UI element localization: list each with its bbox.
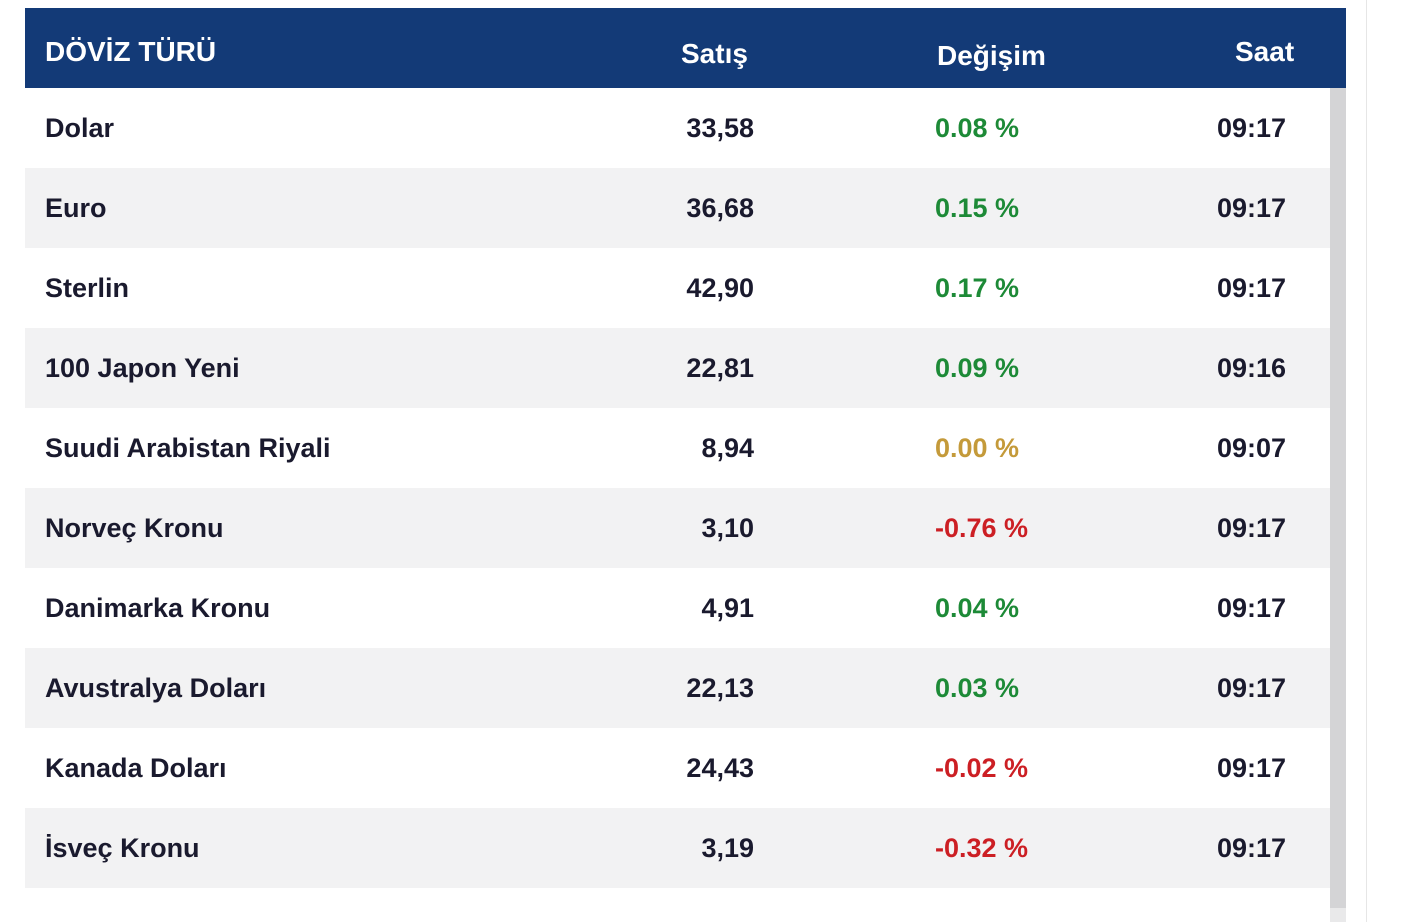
header-currency-type[interactable]: DÖVİZ TÜRÜ	[45, 36, 217, 67]
change-percent: 0.08 %	[935, 113, 1020, 143]
currency-name[interactable]: Suudi Arabistan Riyali	[45, 433, 331, 463]
change-percent: -0.32 %	[935, 833, 1029, 863]
header-time[interactable]: Saat	[1235, 36, 1295, 67]
currency-name[interactable]: Norveç Kronu	[45, 513, 224, 543]
update-time: 09:07	[1217, 433, 1287, 463]
update-time: 09:17	[1217, 593, 1287, 623]
sell-rate: 24,43	[686, 753, 754, 783]
change-percent: -0.02 %	[935, 753, 1029, 783]
table-row[interactable]: Dolar 33,58 0.08 % 09:17	[25, 88, 1330, 168]
sell-rate: 3,10	[701, 513, 754, 543]
update-time: 09:17	[1217, 273, 1287, 303]
update-time: 09:17	[1217, 673, 1287, 703]
currency-name[interactable]: 100 Japon Yeni	[45, 353, 240, 383]
change-percent: -0.76 %	[935, 513, 1029, 543]
update-time: 09:17	[1217, 753, 1287, 783]
page-divider	[1366, 0, 1367, 922]
currency-name[interactable]: Sterlin	[45, 273, 130, 303]
header-change[interactable]: Değişim	[937, 40, 1046, 71]
table-body: Dolar 33,58 0.08 % 09:17 Euro 36,68 0.15…	[25, 88, 1330, 888]
update-time: 09:17	[1217, 833, 1287, 863]
currency-table: DÖVİZ TÜRÜ Satış Değişim Saat Dolar 33,5…	[25, 8, 1346, 888]
sell-rate: 22,13	[686, 673, 754, 703]
change-percent: 0.09 %	[935, 353, 1020, 383]
table-row[interactable]: Norveç Kronu 3,10 -0.76 % 09:17	[25, 488, 1330, 568]
table-row[interactable]: Kanada Doları 24,43 -0.02 % 09:17	[25, 728, 1330, 808]
table-row[interactable]: 100 Japon Yeni 22,81 0.09 % 09:16	[25, 328, 1330, 408]
sell-rate: 36,68	[686, 193, 754, 223]
sell-rate: 22,81	[686, 353, 754, 383]
update-time: 09:17	[1217, 113, 1287, 143]
table-row[interactable]: Sterlin 42,90 0.17 % 09:17	[25, 248, 1330, 328]
change-percent: 0.04 %	[935, 593, 1020, 623]
header-sell[interactable]: Satış	[681, 38, 748, 69]
table-scrollbar[interactable]	[1330, 88, 1346, 922]
sell-rate: 8,94	[701, 433, 754, 463]
sell-rate: 4,91	[701, 593, 754, 623]
table-row[interactable]: Danimarka Kronu 4,91 0.04 % 09:17	[25, 568, 1330, 648]
table-row[interactable]: İsveç Kronu 3,19 -0.32 % 09:17	[25, 808, 1330, 888]
change-percent: 0.00 %	[935, 433, 1020, 463]
sell-rate: 33,58	[686, 113, 754, 143]
table-header: DÖVİZ TÜRÜ Satış Değişim Saat	[25, 8, 1346, 88]
currency-name[interactable]: Dolar	[45, 113, 115, 143]
currency-name[interactable]: İsveç Kronu	[45, 833, 200, 863]
update-time: 09:17	[1217, 193, 1287, 223]
change-percent: 0.03 %	[935, 673, 1020, 703]
currency-name[interactable]: Avustralya Doları	[45, 673, 267, 703]
currency-name[interactable]: Danimarka Kronu	[45, 593, 271, 623]
table-row[interactable]: Euro 36,68 0.15 % 09:17	[25, 168, 1330, 248]
currency-name[interactable]: Kanada Doları	[45, 753, 227, 783]
change-percent: 0.15 %	[935, 193, 1020, 223]
currency-name[interactable]: Euro	[45, 193, 107, 223]
sell-rate: 3,19	[701, 833, 754, 863]
update-time: 09:17	[1217, 513, 1287, 543]
table-row[interactable]: Avustralya Doları 22,13 0.03 % 09:17	[25, 648, 1330, 728]
table-row[interactable]: Suudi Arabistan Riyali 8,94 0.00 % 09:07	[25, 408, 1330, 488]
scrollbar-thumb[interactable]	[1330, 88, 1346, 908]
change-percent: 0.17 %	[935, 273, 1020, 303]
update-time: 09:16	[1217, 353, 1287, 383]
sell-rate: 42,90	[686, 273, 754, 303]
